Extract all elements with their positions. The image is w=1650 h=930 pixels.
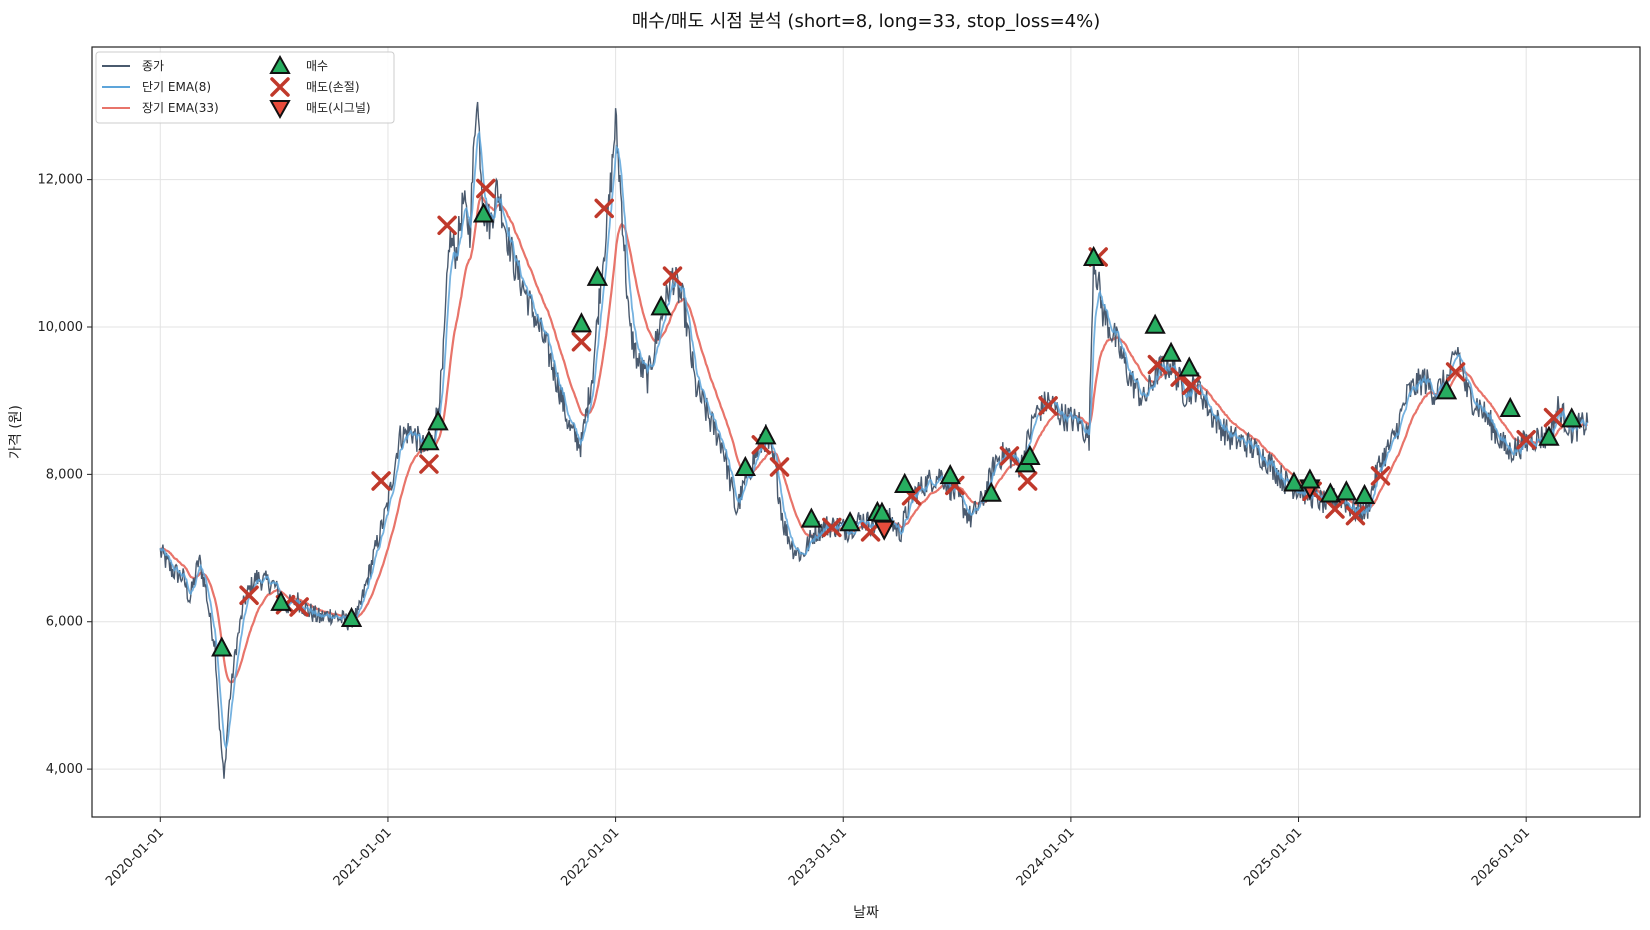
buy-marker xyxy=(755,424,777,445)
buy-marker xyxy=(1082,245,1105,266)
long-ema-line xyxy=(159,195,1588,684)
legend-stoploss-marker xyxy=(270,77,290,97)
close-price-line xyxy=(159,101,1589,779)
y-axis-label: 가격 (원) xyxy=(8,405,24,459)
stop-loss-marker xyxy=(594,198,614,219)
buy-marker xyxy=(800,507,823,528)
x-tick-label: 2021-01-01 xyxy=(331,825,395,889)
x-axis-label: 날짜 xyxy=(853,905,879,921)
buy-marker xyxy=(1561,407,1583,428)
buy-marker xyxy=(1499,396,1521,418)
plot-frame xyxy=(91,46,1641,818)
buy-marker xyxy=(472,202,495,223)
buy-marker xyxy=(340,606,363,628)
stop-loss-marker xyxy=(662,266,683,286)
buy-marker xyxy=(270,590,292,611)
buy-marker xyxy=(1319,482,1342,503)
buy-marker xyxy=(1178,356,1200,377)
stop-loss-marker xyxy=(371,471,391,491)
buy-marker xyxy=(734,455,757,476)
buy-marker xyxy=(1019,444,1041,465)
buy-marker xyxy=(894,472,916,493)
stop-loss-marker xyxy=(571,331,592,352)
stop-loss-marker xyxy=(476,178,496,199)
legend-short-ema-label: 단기 EMA(8) xyxy=(142,80,211,94)
stop-loss-marker xyxy=(1017,471,1038,491)
legend-stoploss-label: 매도(손절) xyxy=(306,80,360,94)
stop-loss-marker xyxy=(860,522,881,542)
stop-loss-marker xyxy=(1181,375,1202,395)
stop-loss-marker xyxy=(239,585,259,605)
buy-marker xyxy=(871,501,893,522)
signal-sell-marker xyxy=(873,520,895,541)
buy-marker xyxy=(1283,471,1305,492)
legend-signal-sell-label: 매도(시그널) xyxy=(306,101,371,115)
stop-loss-marker xyxy=(1543,407,1564,428)
buy-marker xyxy=(980,481,1002,502)
buy-marker xyxy=(586,265,609,286)
buy-marker xyxy=(1160,341,1182,362)
legend-box xyxy=(95,51,395,124)
chart-title: 매수/매도 시점 분석 (short=8, long=33, stop_loss… xyxy=(632,11,1101,32)
y-tick-label: 4,000 xyxy=(46,762,83,777)
x-tick-label: 2025-01-01 xyxy=(1241,825,1305,889)
buy-marker xyxy=(1299,468,1321,489)
buy-marker xyxy=(1353,483,1376,504)
buy-marker xyxy=(1144,313,1166,334)
stop-loss-marker xyxy=(1370,466,1391,486)
series-layer xyxy=(159,101,1589,779)
stop-loss-marker xyxy=(289,597,309,617)
y-tick-label: 8,000 xyxy=(46,467,83,482)
short-ema-line xyxy=(159,130,1588,751)
buy-marker xyxy=(418,430,440,451)
x-tick-label: 2026-01-01 xyxy=(1469,825,1533,889)
x-tick-label: 2022-01-01 xyxy=(558,825,622,889)
legend-buy-label: 매수 xyxy=(306,59,328,73)
stop-loss-marker xyxy=(1038,396,1058,416)
stop-loss-marker xyxy=(1445,362,1466,382)
buy-marker xyxy=(939,463,961,485)
buy-marker xyxy=(211,636,233,657)
stop-loss-marker xyxy=(1345,505,1366,526)
buy-marker xyxy=(1538,425,1560,446)
stop-loss-marker xyxy=(1516,429,1536,450)
legend-signal-sell-marker xyxy=(269,100,291,120)
buy-marker xyxy=(650,295,672,316)
buy-marker xyxy=(839,511,861,532)
stop-loss-marker xyxy=(419,454,439,474)
buy-marker xyxy=(570,312,593,333)
stop-loss-marker xyxy=(769,457,790,477)
buy-marker xyxy=(1335,480,1357,501)
legend: 종가 단기 EMA(8) 장기 EMA(33) 매수 매도(손절) 매도(시그널… xyxy=(95,51,395,124)
stop-loss-marker xyxy=(822,517,842,538)
y-tick-label: 10,000 xyxy=(38,320,84,335)
x-tick-label: 2020-01-01 xyxy=(103,825,167,889)
x-tick-label: 2024-01-01 xyxy=(1014,825,1078,889)
stop-loss-marker xyxy=(1325,499,1345,519)
y-tick-label: 12,000 xyxy=(38,173,84,188)
stop-loss-marker xyxy=(999,446,1020,466)
legend-close-label: 종가 xyxy=(142,59,164,73)
legend-buy-marker xyxy=(269,54,291,74)
stop-loss-marker xyxy=(437,215,457,236)
legend-long-ema-label: 장기 EMA(33) xyxy=(142,101,219,115)
buy-marker xyxy=(427,410,449,431)
x-tick-label: 2023-01-01 xyxy=(786,825,850,889)
marker-layer xyxy=(211,178,1583,657)
buy-marker xyxy=(1435,379,1458,400)
y-tick-label: 6,000 xyxy=(46,615,83,630)
